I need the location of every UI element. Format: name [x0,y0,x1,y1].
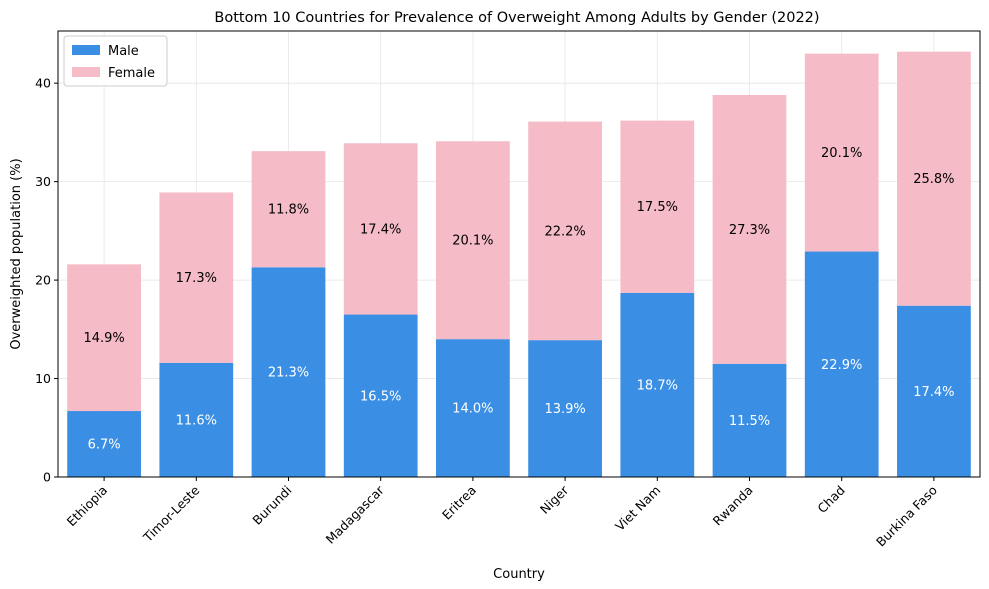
bar-value-label: 11.6% [176,413,217,428]
bar-male [528,340,602,477]
bar-value-label: 17.4% [913,385,954,400]
chart-title: Bottom 10 Countries for Prevalence of Ov… [214,10,819,26]
x-tick-label: Eritrea [439,483,479,523]
y-tick-label: 20 [35,273,51,288]
x-tick-label: Madagascar [323,482,388,547]
bar-male [620,292,695,477]
bar-male [67,411,141,477]
bar-value-label: 13.9% [544,402,585,417]
bar-value-label: 17.5% [637,200,678,215]
bar-male [804,251,879,477]
bar-value-label: 11.8% [268,203,309,218]
bar-male [343,314,418,477]
bars [67,51,971,477]
x-axis-title: Country [493,567,545,582]
bar-female [620,120,695,293]
bar-male [251,267,326,477]
bar-female [251,151,326,268]
bar-value-label: 20.1% [452,234,493,249]
bar-value-labels: 6.7% 14.9% 11.6% 17.3% 21.3% 11.8% 16.5% 17.4% 1… [83,146,954,452]
bar-male [159,362,234,477]
bar-value-label: 17.3% [176,271,217,286]
x-tick-label: Chad [814,483,847,516]
bar-female [712,94,787,364]
y-tick-label: 30 [35,174,51,189]
bar-female [528,121,602,341]
bar-value-label: 16.5% [360,389,401,404]
bar-value-label: 20.1% [821,146,862,161]
bar-value-label: 14.9% [83,331,124,346]
bar-female [343,143,418,315]
y-tick-label: 10 [35,371,51,386]
x-tick-label: Niger [537,482,572,517]
x-tick-label: Burkina Faso [873,483,940,550]
legend-label: Female [108,66,155,81]
plot-frame [57,30,981,478]
x-tick-label: Ethiopia [64,483,111,530]
legend-swatch [72,45,100,55]
x-tick-label: Viet Nam [612,483,663,534]
x-tick-label: Burundi [249,483,294,528]
bar-value-label: 17.4% [360,222,401,237]
bar-value-label: 11.5% [729,414,770,429]
y-tick-label: 0 [43,470,51,485]
x-tick-label: Rwanda [710,483,756,529]
bar-female [159,192,234,363]
y-axis-title: Overweighted population (%) [9,158,24,349]
bar-female [804,53,879,252]
y-tick-label: 40 [35,76,51,91]
x-tick-label: Timor-Leste [140,482,203,545]
bar-value-label: 14.0% [452,402,493,417]
bar-male [897,305,971,477]
bar-male [436,339,510,477]
bar-value-label: 18.7% [637,378,678,393]
legend: Male Female [63,35,168,87]
bar-value-label: 22.9% [821,358,862,373]
bar-male [712,363,787,477]
bar-value-label: 22.2% [544,224,585,239]
legend-swatch [72,67,100,77]
bar-value-label: 25.8% [913,172,954,187]
bar-value-label: 27.3% [729,223,770,238]
bar-female [67,264,141,412]
bar-female [897,51,971,306]
legend-label: Male [108,44,139,59]
bar-female [436,141,510,340]
bar-value-label: 6.7% [88,438,121,453]
bar-value-label: 21.3% [268,366,309,381]
